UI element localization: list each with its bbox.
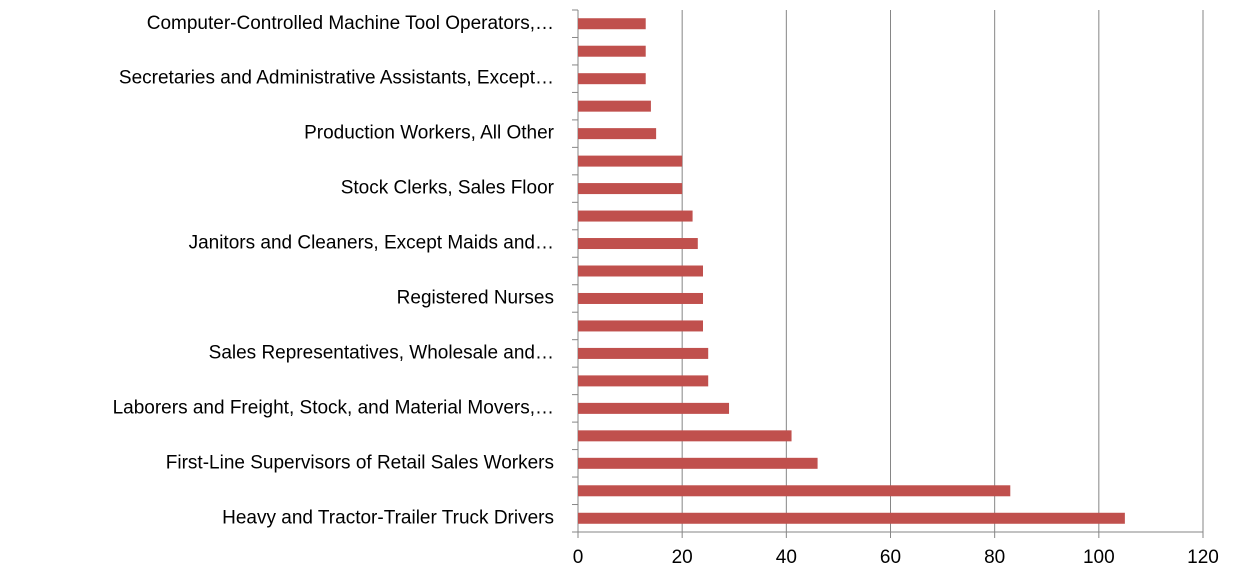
y-tick-label: Heavy and Tractor-Trailer Truck Drivers bbox=[222, 507, 554, 528]
y-tick-label: Registered Nurses bbox=[397, 287, 554, 308]
bar bbox=[578, 18, 646, 30]
bar bbox=[578, 183, 683, 195]
bar bbox=[578, 45, 646, 57]
x-tick-label: 0 bbox=[573, 547, 584, 568]
bar bbox=[578, 347, 709, 359]
y-tick-label: Stock Clerks, Sales Floor bbox=[341, 178, 555, 199]
x-tick-label: 20 bbox=[672, 547, 693, 568]
y-tick-label: Computer-Controlled Machine Tool Operato… bbox=[147, 13, 554, 34]
bar bbox=[578, 402, 730, 414]
bar bbox=[578, 128, 657, 140]
x-tick-label: 100 bbox=[1083, 547, 1115, 568]
bar bbox=[578, 73, 646, 85]
bar bbox=[578, 292, 703, 304]
bar bbox=[578, 155, 683, 167]
x-tick-label: 40 bbox=[776, 547, 797, 568]
bar bbox=[578, 238, 698, 250]
bar bbox=[578, 265, 703, 277]
bar bbox=[578, 485, 1011, 497]
bar bbox=[578, 512, 1125, 524]
y-tick-label: Laborers and Freight, Stock, and Materia… bbox=[113, 397, 554, 418]
x-tick-label: 80 bbox=[984, 547, 1005, 568]
bar bbox=[578, 100, 651, 112]
y-tick-label: Production Workers, All Other bbox=[304, 123, 555, 144]
y-tick-label: Sales Representatives, Wholesale and… bbox=[209, 342, 554, 363]
x-tick-label: 120 bbox=[1187, 547, 1219, 568]
y-tick-label: First-Line Supervisors of Retail Sales W… bbox=[166, 452, 554, 473]
bar bbox=[578, 430, 792, 442]
y-tick-label: Janitors and Cleaners, Except Maids and… bbox=[189, 233, 554, 254]
bar bbox=[578, 375, 709, 387]
bar bbox=[578, 457, 818, 469]
y-tick-label: Secretaries and Administrative Assistant… bbox=[119, 68, 554, 89]
bar bbox=[578, 210, 693, 222]
x-tick-label: 60 bbox=[880, 547, 901, 568]
bar bbox=[578, 320, 703, 332]
